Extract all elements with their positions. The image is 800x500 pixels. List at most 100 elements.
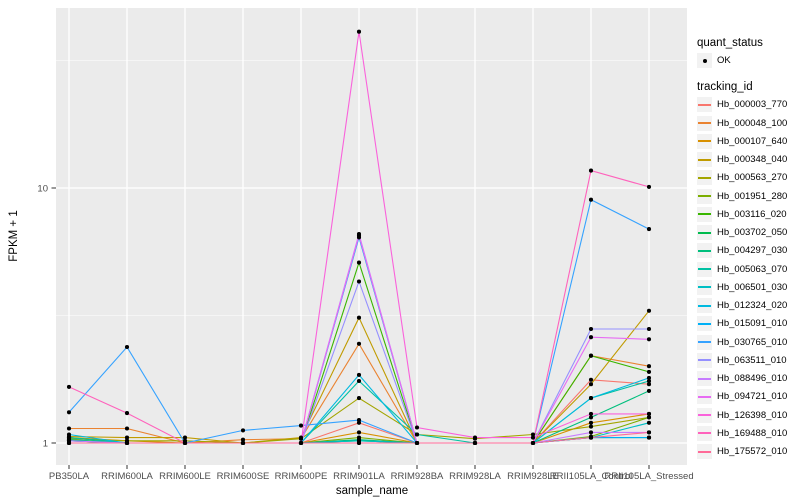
data-point [588, 415, 594, 420]
legend-entry-label: Hb_003116_020 [717, 208, 787, 220]
series-color-line-icon [698, 249, 711, 252]
legend-entry-Hb_003116_020: Hb_003116_020 [697, 206, 787, 222]
x-axis-title: sample_name [335, 485, 409, 497]
series-color-line-icon [698, 176, 711, 179]
data-point [240, 440, 246, 446]
data-point [646, 364, 652, 369]
legend-key [697, 279, 712, 295]
legend-key [697, 243, 712, 259]
legend-entry-label: Hb_030765_010 [717, 336, 788, 348]
legend-key [697, 133, 712, 149]
data-point [66, 426, 72, 431]
legend-key [697, 352, 712, 368]
series-color-line-icon [698, 122, 711, 124]
legend-entry-Hb_001951_280: Hb_001951_280 [697, 188, 787, 204]
series-color-line-icon [698, 195, 711, 197]
x-tick-label: RRIM600PE [275, 471, 328, 482]
data-point [588, 335, 594, 340]
data-point [646, 326, 652, 332]
data-point [356, 279, 362, 284]
data-point [66, 432, 72, 437]
data-point [182, 435, 188, 440]
y-tick-label: 1 [43, 439, 48, 450]
legend-entry-Hb_094721_010: Hb_094721_010 [697, 389, 787, 405]
y-tick-label: 10 [37, 184, 48, 195]
data-point [646, 308, 652, 313]
data-point [356, 430, 362, 435]
legend-key [697, 97, 712, 113]
data-point [414, 440, 420, 446]
data-point [66, 435, 72, 440]
data-point [124, 344, 130, 350]
data-point [588, 411, 594, 416]
data-point [588, 377, 594, 382]
data-point [588, 197, 594, 202]
data-point [240, 428, 246, 433]
legend-entry-Hb_000003_770: Hb_000003_770 [697, 97, 787, 113]
legend: quant_status OK tracking_id Hb_000003_77… [697, 36, 787, 459]
data-point [124, 440, 130, 446]
legend-entry-Hb_088496_010: Hb_088496_010 [697, 371, 787, 386]
data-point [66, 440, 72, 446]
legend-entry-Hb_000563_270: Hb_000563_270 [697, 170, 787, 186]
data-point [414, 432, 420, 437]
legend-entry-Hb_015091_010: Hb_015091_010 [697, 316, 788, 332]
data-point [356, 260, 362, 265]
legend-entry-Hb_005063_070: Hb_005063_070 [697, 261, 787, 277]
data-point [646, 435, 652, 440]
legend-entry-Hb_004297_030: Hb_004297_030 [697, 243, 787, 259]
data-point [646, 382, 652, 387]
legend-key [697, 188, 712, 204]
data-point [588, 326, 594, 332]
data-point [646, 378, 652, 384]
legend-key [697, 115, 712, 131]
legend-key [697, 444, 712, 459]
legend-entry-label: Hb_126398_010 [717, 409, 788, 421]
legend-entry-label: Hb_003702_050 [717, 227, 788, 238]
legend-entry-Hb_012324_020: Hb_012324_020 [697, 298, 787, 313]
data-point [646, 369, 652, 374]
series-color-line-icon [698, 395, 711, 398]
series-color-line-icon [698, 414, 711, 416]
legend-title-tracking-id: tracking_id [697, 81, 753, 93]
series-color-line-icon [698, 231, 711, 234]
series-color-line-icon [698, 450, 711, 453]
legend-entry-label: Hb_006501_030 [717, 281, 788, 293]
x-tick-label: RRIM928LA [449, 471, 501, 482]
legend-entry-Hb_000107_640: Hb_000107_640 [697, 133, 788, 149]
data-point [588, 168, 594, 173]
data-point [414, 425, 420, 430]
data-point [646, 184, 652, 189]
series-color-line-icon [698, 103, 711, 106]
tracking-legend-entries: Hb_000003_770 Hb_000048_100 Hb_000107_640 H… [697, 97, 787, 459]
legend-entry-ok: OK [697, 53, 787, 68]
data-point [356, 315, 362, 320]
data-point [298, 436, 304, 441]
legend-entry-Hb_000048_100: Hb_000048_100 [697, 115, 787, 131]
legend-entry-Hb_003702_050: Hb_003702_050 [697, 225, 787, 240]
data-point [646, 420, 652, 425]
legend-key [697, 334, 712, 350]
data-point [530, 440, 536, 446]
data-point [588, 424, 594, 429]
legend-entry-label: Hb_175572_010 [717, 446, 788, 457]
data-point [646, 430, 652, 435]
series-color-line-icon [698, 304, 711, 307]
data-point [646, 227, 652, 232]
legend-key [697, 152, 712, 167]
legend-key [697, 170, 712, 186]
legend-key [697, 371, 712, 386]
legend-entry-label: Hb_000348_040 [717, 154, 788, 165]
series-color-line-icon [698, 432, 711, 435]
legend-entry-label: Hb_000107_640 [717, 135, 788, 147]
data-point [588, 420, 594, 425]
series-color-line-icon [698, 286, 711, 289]
data-point [298, 440, 304, 446]
data-point [356, 372, 362, 377]
legend-key [697, 261, 712, 277]
legend-entry-label: Hb_015091_010 [717, 318, 788, 330]
data-point [472, 440, 478, 446]
series-color-line-icon [698, 377, 711, 380]
